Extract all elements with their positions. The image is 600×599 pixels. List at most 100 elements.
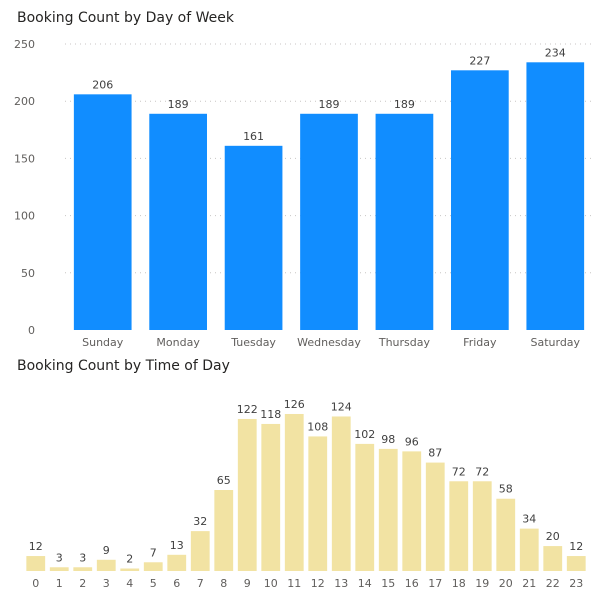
- x-tick-label: 8: [220, 577, 227, 590]
- data-label: 98: [381, 433, 395, 446]
- x-tick-label: 21: [522, 577, 536, 590]
- bar: [214, 490, 234, 571]
- data-label: 3: [79, 551, 86, 564]
- data-label: 32: [193, 515, 207, 528]
- bar: [496, 498, 516, 571]
- x-tick-label: 20: [499, 577, 513, 590]
- y-tick-label: 50: [21, 267, 35, 280]
- x-tick-label: 13: [334, 577, 348, 590]
- bar: [149, 113, 207, 330]
- x-tick-label: 4: [126, 577, 133, 590]
- bar: [73, 567, 93, 571]
- bar: [378, 448, 398, 571]
- bar: [120, 568, 140, 571]
- data-label: 72: [475, 465, 489, 478]
- bar: [355, 443, 375, 571]
- x-tick-label: 14: [358, 577, 372, 590]
- chart-title-time-of-day: Booking Count by Time of Day: [17, 358, 230, 374]
- y-tick-label: 100: [14, 210, 35, 223]
- data-label: 3: [56, 551, 63, 564]
- data-label: 227: [469, 54, 490, 67]
- y-tick-label: 200: [14, 95, 35, 108]
- data-label: 124: [331, 400, 352, 413]
- bar: [300, 113, 358, 330]
- data-label: 9: [103, 544, 110, 557]
- bar: [331, 416, 351, 571]
- x-tick-label: 16: [405, 577, 419, 590]
- x-tick-label: 7: [197, 577, 204, 590]
- bar: [190, 531, 210, 571]
- data-label: 12: [29, 540, 43, 553]
- x-tick-label: Thursday: [378, 336, 431, 349]
- x-tick-label: 19: [475, 577, 489, 590]
- data-label: 189: [168, 98, 189, 111]
- data-label: 161: [243, 130, 264, 143]
- bar: [425, 462, 445, 571]
- data-label: 12: [569, 540, 583, 553]
- data-label: 189: [394, 98, 415, 111]
- data-label: 122: [237, 403, 258, 416]
- x-tick-label: Friday: [463, 336, 497, 349]
- bar: [472, 481, 492, 571]
- data-label: 206: [92, 78, 113, 91]
- bar: [308, 436, 328, 571]
- x-tick-label: 3: [103, 577, 110, 590]
- bar: [26, 556, 46, 571]
- x-tick-label: Saturday: [530, 336, 580, 349]
- x-tick-label: 10: [264, 577, 278, 590]
- data-label: 13: [170, 539, 184, 552]
- bar: [284, 413, 304, 571]
- x-tick-label: 17: [428, 577, 442, 590]
- data-label: 65: [217, 474, 231, 487]
- data-label: 20: [546, 530, 560, 543]
- data-label: 126: [284, 398, 305, 411]
- bar: [73, 94, 132, 330]
- x-tick-label: 9: [244, 577, 251, 590]
- bar: [237, 418, 257, 571]
- x-tick-label: 22: [546, 577, 560, 590]
- bar: [224, 145, 283, 330]
- x-tick-label: 2: [79, 577, 86, 590]
- bar: [167, 554, 187, 571]
- data-label: 87: [428, 447, 442, 460]
- data-label: 234: [545, 46, 566, 59]
- bar: [449, 481, 469, 571]
- data-label: 58: [499, 483, 513, 496]
- y-tick-label: 0: [28, 324, 35, 337]
- x-tick-label: 1: [56, 577, 63, 590]
- bar: [543, 546, 563, 571]
- bar: [451, 70, 509, 330]
- data-label: 34: [522, 513, 536, 526]
- bar: [519, 528, 539, 571]
- x-tick-label: 11: [287, 577, 301, 590]
- data-label: 102: [354, 428, 375, 441]
- data-label: 72: [452, 465, 466, 478]
- bar: [261, 423, 281, 571]
- x-tick-label: 18: [452, 577, 466, 590]
- x-tick-label: Tuesday: [230, 336, 276, 349]
- x-tick-label: Wednesday: [297, 336, 361, 349]
- x-tick-label: 5: [150, 577, 157, 590]
- data-label: 2: [126, 553, 133, 566]
- x-tick-label: 0: [32, 577, 39, 590]
- x-tick-label: Sunday: [82, 336, 124, 349]
- bar: [143, 562, 163, 571]
- bar: [526, 62, 585, 330]
- y-tick-label: 250: [14, 38, 35, 51]
- data-label: 108: [307, 420, 328, 433]
- data-label: 189: [319, 98, 340, 111]
- data-label: 96: [405, 435, 419, 448]
- bar: [49, 567, 69, 571]
- data-label: 7: [150, 546, 157, 559]
- bar: [96, 559, 116, 571]
- x-tick-label: 23: [569, 577, 583, 590]
- x-tick-label: 15: [381, 577, 395, 590]
- y-tick-label: 150: [14, 152, 35, 165]
- data-label: 118: [260, 408, 281, 421]
- bar: [566, 556, 586, 571]
- bar: [402, 451, 422, 571]
- x-tick-label: Monday: [156, 336, 200, 349]
- x-tick-label: 6: [173, 577, 180, 590]
- x-tick-label: 12: [311, 577, 325, 590]
